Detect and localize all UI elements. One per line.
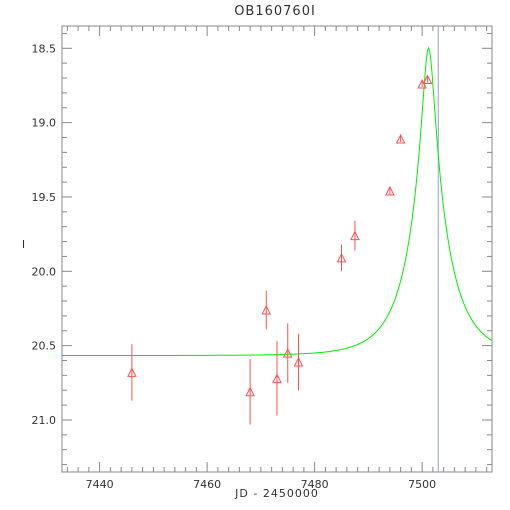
y-axis: 18.5 19.0 19.5 20.0 20.5 21.0 (32, 32, 492, 466)
y-tick-label: 21.0 (32, 414, 57, 427)
data-point-triangle (293, 356, 304, 367)
x-tick-label: 7480 (301, 478, 329, 491)
data-point-triangle (127, 367, 137, 377)
x-axis-label: JD - 2450000 (234, 487, 319, 500)
y-tick-label: 18.5 (32, 42, 57, 55)
x-tick-label: 7500 (408, 478, 436, 491)
plot-frame (61, 25, 493, 473)
x-axis: 7440 7460 7480 7500 (66, 26, 488, 491)
data-point-triangle (282, 347, 293, 358)
chart-title: OB160760I (234, 4, 316, 19)
data-point-triangle (272, 373, 282, 383)
model-curve (62, 46, 492, 357)
data-point-triangle (245, 386, 255, 397)
data-point-triangle (261, 304, 272, 315)
y-tick-label: 20.5 (32, 340, 57, 353)
y-axis-label: I (22, 238, 26, 251)
data-point-triangle (350, 230, 360, 241)
data-point-triangle (395, 133, 406, 144)
y-tick-label: 20.0 (32, 265, 57, 278)
data-points (127, 74, 433, 425)
data-point-triangle (422, 74, 433, 85)
x-tick-label: 7460 (193, 478, 221, 491)
data-point-triangle (385, 185, 395, 196)
y-tick-label: 19.5 (32, 191, 57, 204)
x-tick-label: 7440 (86, 478, 114, 491)
data-point-triangle (336, 252, 347, 263)
y-tick-label: 19.0 (32, 117, 57, 130)
